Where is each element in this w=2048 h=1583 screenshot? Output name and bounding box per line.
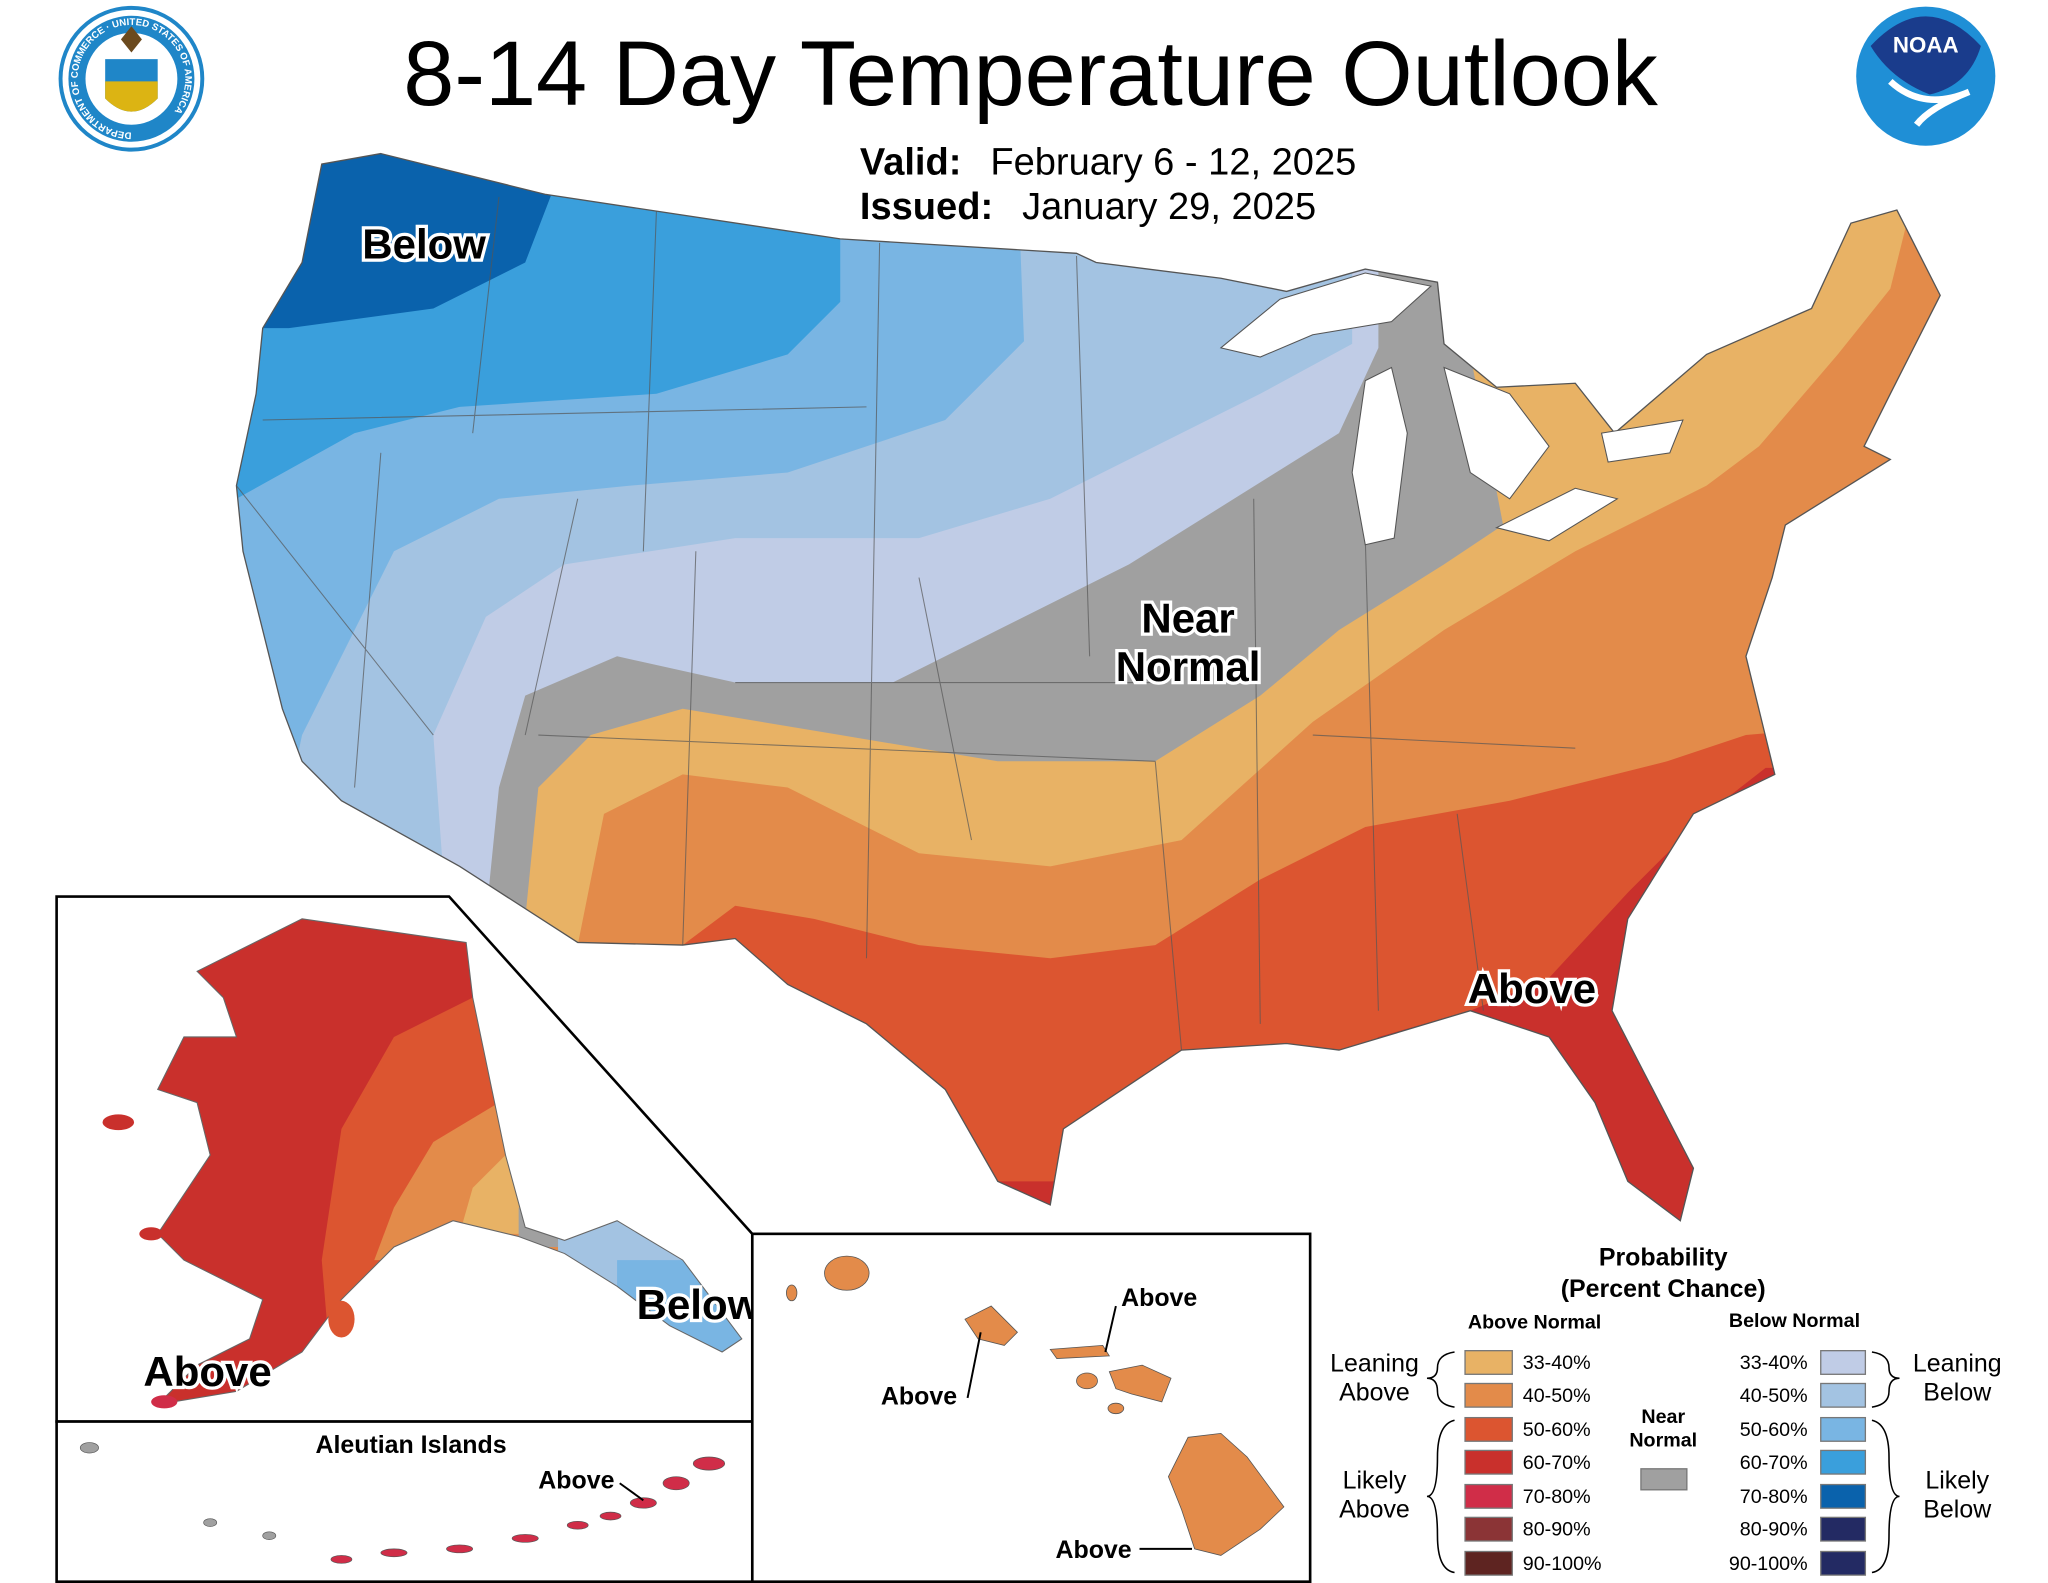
- noaa-logo-text: NOAA: [1893, 33, 1959, 58]
- brace-leaning-below: [1871, 1351, 1900, 1408]
- legend-title-2: (Percent Chance): [1561, 1275, 1766, 1303]
- legend-above-range: 40-50%: [1523, 1385, 1591, 1407]
- lanai: [1076, 1372, 1098, 1390]
- kahoolawe: [1107, 1402, 1125, 1415]
- legend-below-range: 60-70%: [1740, 1452, 1808, 1474]
- hawaii-inset: Above Above Above: [750, 1232, 1312, 1583]
- legend-above-range: 60-70%: [1523, 1452, 1591, 1474]
- legend-below-header: Below Normal: [1729, 1310, 1860, 1332]
- conus-label-near-2: Normal: [1116, 643, 1261, 690]
- conus-label-near-1: Near: [1141, 595, 1234, 642]
- valid-value: February 6 - 12, 2025: [990, 142, 1356, 184]
- legend-likely-above-2: Above: [1339, 1495, 1410, 1523]
- hawaii-pointer-1: [1104, 1305, 1117, 1353]
- valid-label: Valid:: [860, 142, 961, 184]
- legend-above-swatch: [1464, 1516, 1513, 1542]
- legend-above-swatch: [1464, 1483, 1513, 1509]
- doc-seal-logo: DEPARTMENT OF COMMERCE · UNITED STATES O…: [58, 5, 205, 152]
- aleutian-title: Aleutian Islands: [315, 1431, 506, 1459]
- legend-leaning-above-1: Leaning: [1330, 1350, 1419, 1378]
- alaska-outline: [156, 918, 743, 1406]
- legend-leaning-below-1: Leaning: [1913, 1350, 2002, 1378]
- alaska-label-above: Above: [143, 1348, 271, 1395]
- legend-below-swatch: [1820, 1382, 1867, 1408]
- legend-leaning-below-2: Below: [1923, 1379, 1992, 1407]
- legend-below-swatch: [1820, 1516, 1867, 1542]
- legend-leaning-above-2: Above: [1339, 1379, 1410, 1407]
- hawaii-label-above-3: Above: [1055, 1536, 1131, 1564]
- legend-above-range: 50-60%: [1523, 1419, 1591, 1441]
- legend-above-swatch: [1464, 1449, 1513, 1475]
- legend: Probability (Percent Chance) Above Norma…: [1330, 1243, 2002, 1576]
- legend-above-swatch: [1464, 1416, 1513, 1442]
- big-island: [1167, 1432, 1285, 1556]
- legend-below-range: 40-50%: [1740, 1385, 1808, 1407]
- oahu: [964, 1305, 1018, 1346]
- legend-above-range: 80-90%: [1523, 1519, 1591, 1541]
- lake-superior: [1219, 272, 1433, 358]
- issued-value: January 29, 2025: [1022, 186, 1316, 228]
- legend-below-swatch: [1820, 1416, 1867, 1442]
- legend-below-range: 50-60%: [1740, 1419, 1808, 1441]
- lake-erie: [1495, 487, 1619, 542]
- legend-below-range: 90-100%: [1729, 1553, 1808, 1575]
- noaa-logo: NOAA: [1856, 6, 1996, 146]
- brace-likely-below: [1871, 1419, 1900, 1574]
- aleutian-label-pointer: [619, 1482, 644, 1502]
- legend-below-swatch: [1820, 1449, 1867, 1475]
- issued-date: Issued: January 29, 2025: [860, 186, 1316, 228]
- legend-below-swatch: [1820, 1550, 1867, 1576]
- kauai: [824, 1255, 870, 1291]
- conus-label-above: Above: [1468, 965, 1596, 1012]
- hawaii-label-above-1: Above: [1121, 1284, 1197, 1312]
- lake-ontario: [1600, 419, 1684, 463]
- brace-likely-above: [1426, 1419, 1455, 1574]
- aleutian-label-above: Above: [538, 1466, 614, 1494]
- great-lakes: [1219, 272, 1684, 546]
- legend-above-header: Above Normal: [1468, 1311, 1601, 1333]
- maui: [1108, 1364, 1172, 1403]
- conus-label-below: Below: [362, 221, 486, 268]
- hawaii-label-above-2: Above: [881, 1382, 957, 1410]
- legend-below-range: 70-80%: [1740, 1486, 1808, 1508]
- legend-near-normal-swatch: [1640, 1468, 1688, 1491]
- legend-above-range: 90-100%: [1523, 1553, 1602, 1575]
- state-borders: [236, 196, 1576, 1051]
- hawaii-pointer-2: [966, 1332, 982, 1399]
- molokai: [1049, 1345, 1111, 1359]
- legend-above-range: 70-80%: [1523, 1486, 1591, 1508]
- legend-above-swatch: [1464, 1350, 1513, 1375]
- legend-near-1: Near: [1641, 1406, 1685, 1428]
- legend-above-swatch: [1464, 1382, 1513, 1408]
- legend-likely-above-1: Likely: [1343, 1466, 1407, 1494]
- legend-likely-below-2: Below: [1923, 1495, 1992, 1523]
- legend-below-range: 33-40%: [1740, 1352, 1808, 1374]
- legend-below-swatch: [1820, 1350, 1867, 1375]
- valid-dates: Valid: February 6 - 12, 2025: [860, 142, 1356, 184]
- legend-near-2: Normal: [1629, 1429, 1697, 1451]
- issued-label: Issued:: [860, 186, 993, 228]
- legend-below-range: 80-90%: [1740, 1519, 1808, 1541]
- legend-likely-below-1: Likely: [1925, 1466, 1989, 1494]
- lake-huron: [1443, 366, 1550, 500]
- brace-leaning-above: [1426, 1351, 1455, 1408]
- legend-above-swatch: [1464, 1550, 1513, 1576]
- legend-above-swatches: 33-40% 40-50% 50-60% 60-70% 70-80% 80-90% 90-1…: [1464, 1350, 1602, 1576]
- lake-michigan: [1351, 366, 1408, 546]
- aleutian-inset: Aleutian Islands Above: [55, 1420, 754, 1583]
- niihau: [786, 1284, 798, 1302]
- legend-below-swatch: [1820, 1483, 1867, 1509]
- alaska-islands: [102, 1114, 355, 1409]
- conus-outline: [235, 152, 1941, 1222]
- alaska-label-below: Below: [637, 1281, 761, 1328]
- page-title: 8-14 Day Temperature Outlook: [403, 23, 1659, 125]
- legend-title-1: Probability: [1599, 1243, 1728, 1271]
- hawaii-islands: [786, 1255, 1285, 1556]
- legend-below-swatches: 33-40% 40-50% 50-60% 60-70% 70-80% 80-90% 90-1…: [1729, 1350, 1867, 1576]
- aleutian-islands: [79, 1442, 726, 1564]
- legend-above-range: 33-40%: [1523, 1352, 1591, 1374]
